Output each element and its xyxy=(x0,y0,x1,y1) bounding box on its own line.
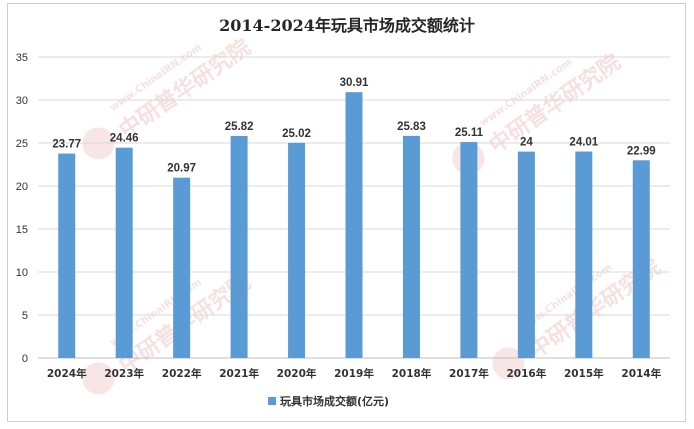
watermark-logo-icon xyxy=(82,362,115,395)
data-label: 24.01 xyxy=(569,137,598,149)
bar xyxy=(230,135,248,358)
x-tick-label: 2016年 xyxy=(506,367,546,380)
chart-title: 2014-2024年玩具市场成交额统计 xyxy=(219,16,475,35)
y-axis-ticks: 0 5 10 15 20 25 30 35 xyxy=(16,52,28,365)
bar xyxy=(460,142,478,358)
data-label: 23.77 xyxy=(52,139,81,151)
x-tick-label: 2017年 xyxy=(449,367,489,380)
x-axis-ticks: 2024年 2023年 2022年 2021年 2020年 2019年 2018年 2017年… xyxy=(47,367,662,380)
x-tick-label: 2023年 xyxy=(104,367,144,380)
data-label: 25.11 xyxy=(455,127,484,139)
bar xyxy=(58,153,76,358)
legend-swatch xyxy=(268,397,276,405)
bar xyxy=(345,92,363,358)
x-tick-label: 2020年 xyxy=(277,367,317,380)
y-tick-label: 5 xyxy=(22,310,28,322)
bar xyxy=(402,135,420,358)
data-label: 24.46 xyxy=(110,133,139,145)
y-tick-label: 10 xyxy=(16,267,28,279)
y-tick-label: 0 xyxy=(22,353,28,365)
data-label: 25.82 xyxy=(225,121,254,133)
bar xyxy=(288,142,306,358)
y-tick-label: 20 xyxy=(16,181,28,193)
data-label: 30.91 xyxy=(340,77,369,89)
watermark-logo-icon xyxy=(492,347,525,380)
data-label: 25.83 xyxy=(397,121,426,133)
y-tick-label: 25 xyxy=(16,138,28,150)
bar xyxy=(115,147,133,358)
data-label: 25.02 xyxy=(282,128,311,140)
legend-label: 玩具市场成交额(亿元) xyxy=(280,394,389,408)
y-tick-label: 15 xyxy=(16,224,28,236)
legend: 玩具市场成交额(亿元) xyxy=(268,394,389,408)
x-tick-label: 2022年 xyxy=(162,367,202,380)
bar xyxy=(517,151,535,358)
x-tick-label: 2021年 xyxy=(219,367,259,380)
x-tick-label: 2014年 xyxy=(621,367,661,380)
x-tick-label: 2019年 xyxy=(334,367,374,380)
bar xyxy=(173,177,191,358)
x-tick-label: 2018年 xyxy=(392,367,432,380)
data-label: 22.99 xyxy=(627,145,656,157)
x-tick-label: 2015年 xyxy=(564,367,604,380)
y-tick-label: 35 xyxy=(16,52,28,64)
x-tick-label: 2024年 xyxy=(47,367,87,380)
data-label: 20.97 xyxy=(167,163,196,175)
bar xyxy=(575,151,593,358)
bars: 23.77 24.46 20.97 25.82 25.02 30.91 25.83 25.11… xyxy=(52,77,656,358)
bar xyxy=(632,160,650,358)
data-label: 24 xyxy=(520,137,533,149)
y-tick-label: 30 xyxy=(16,95,28,107)
